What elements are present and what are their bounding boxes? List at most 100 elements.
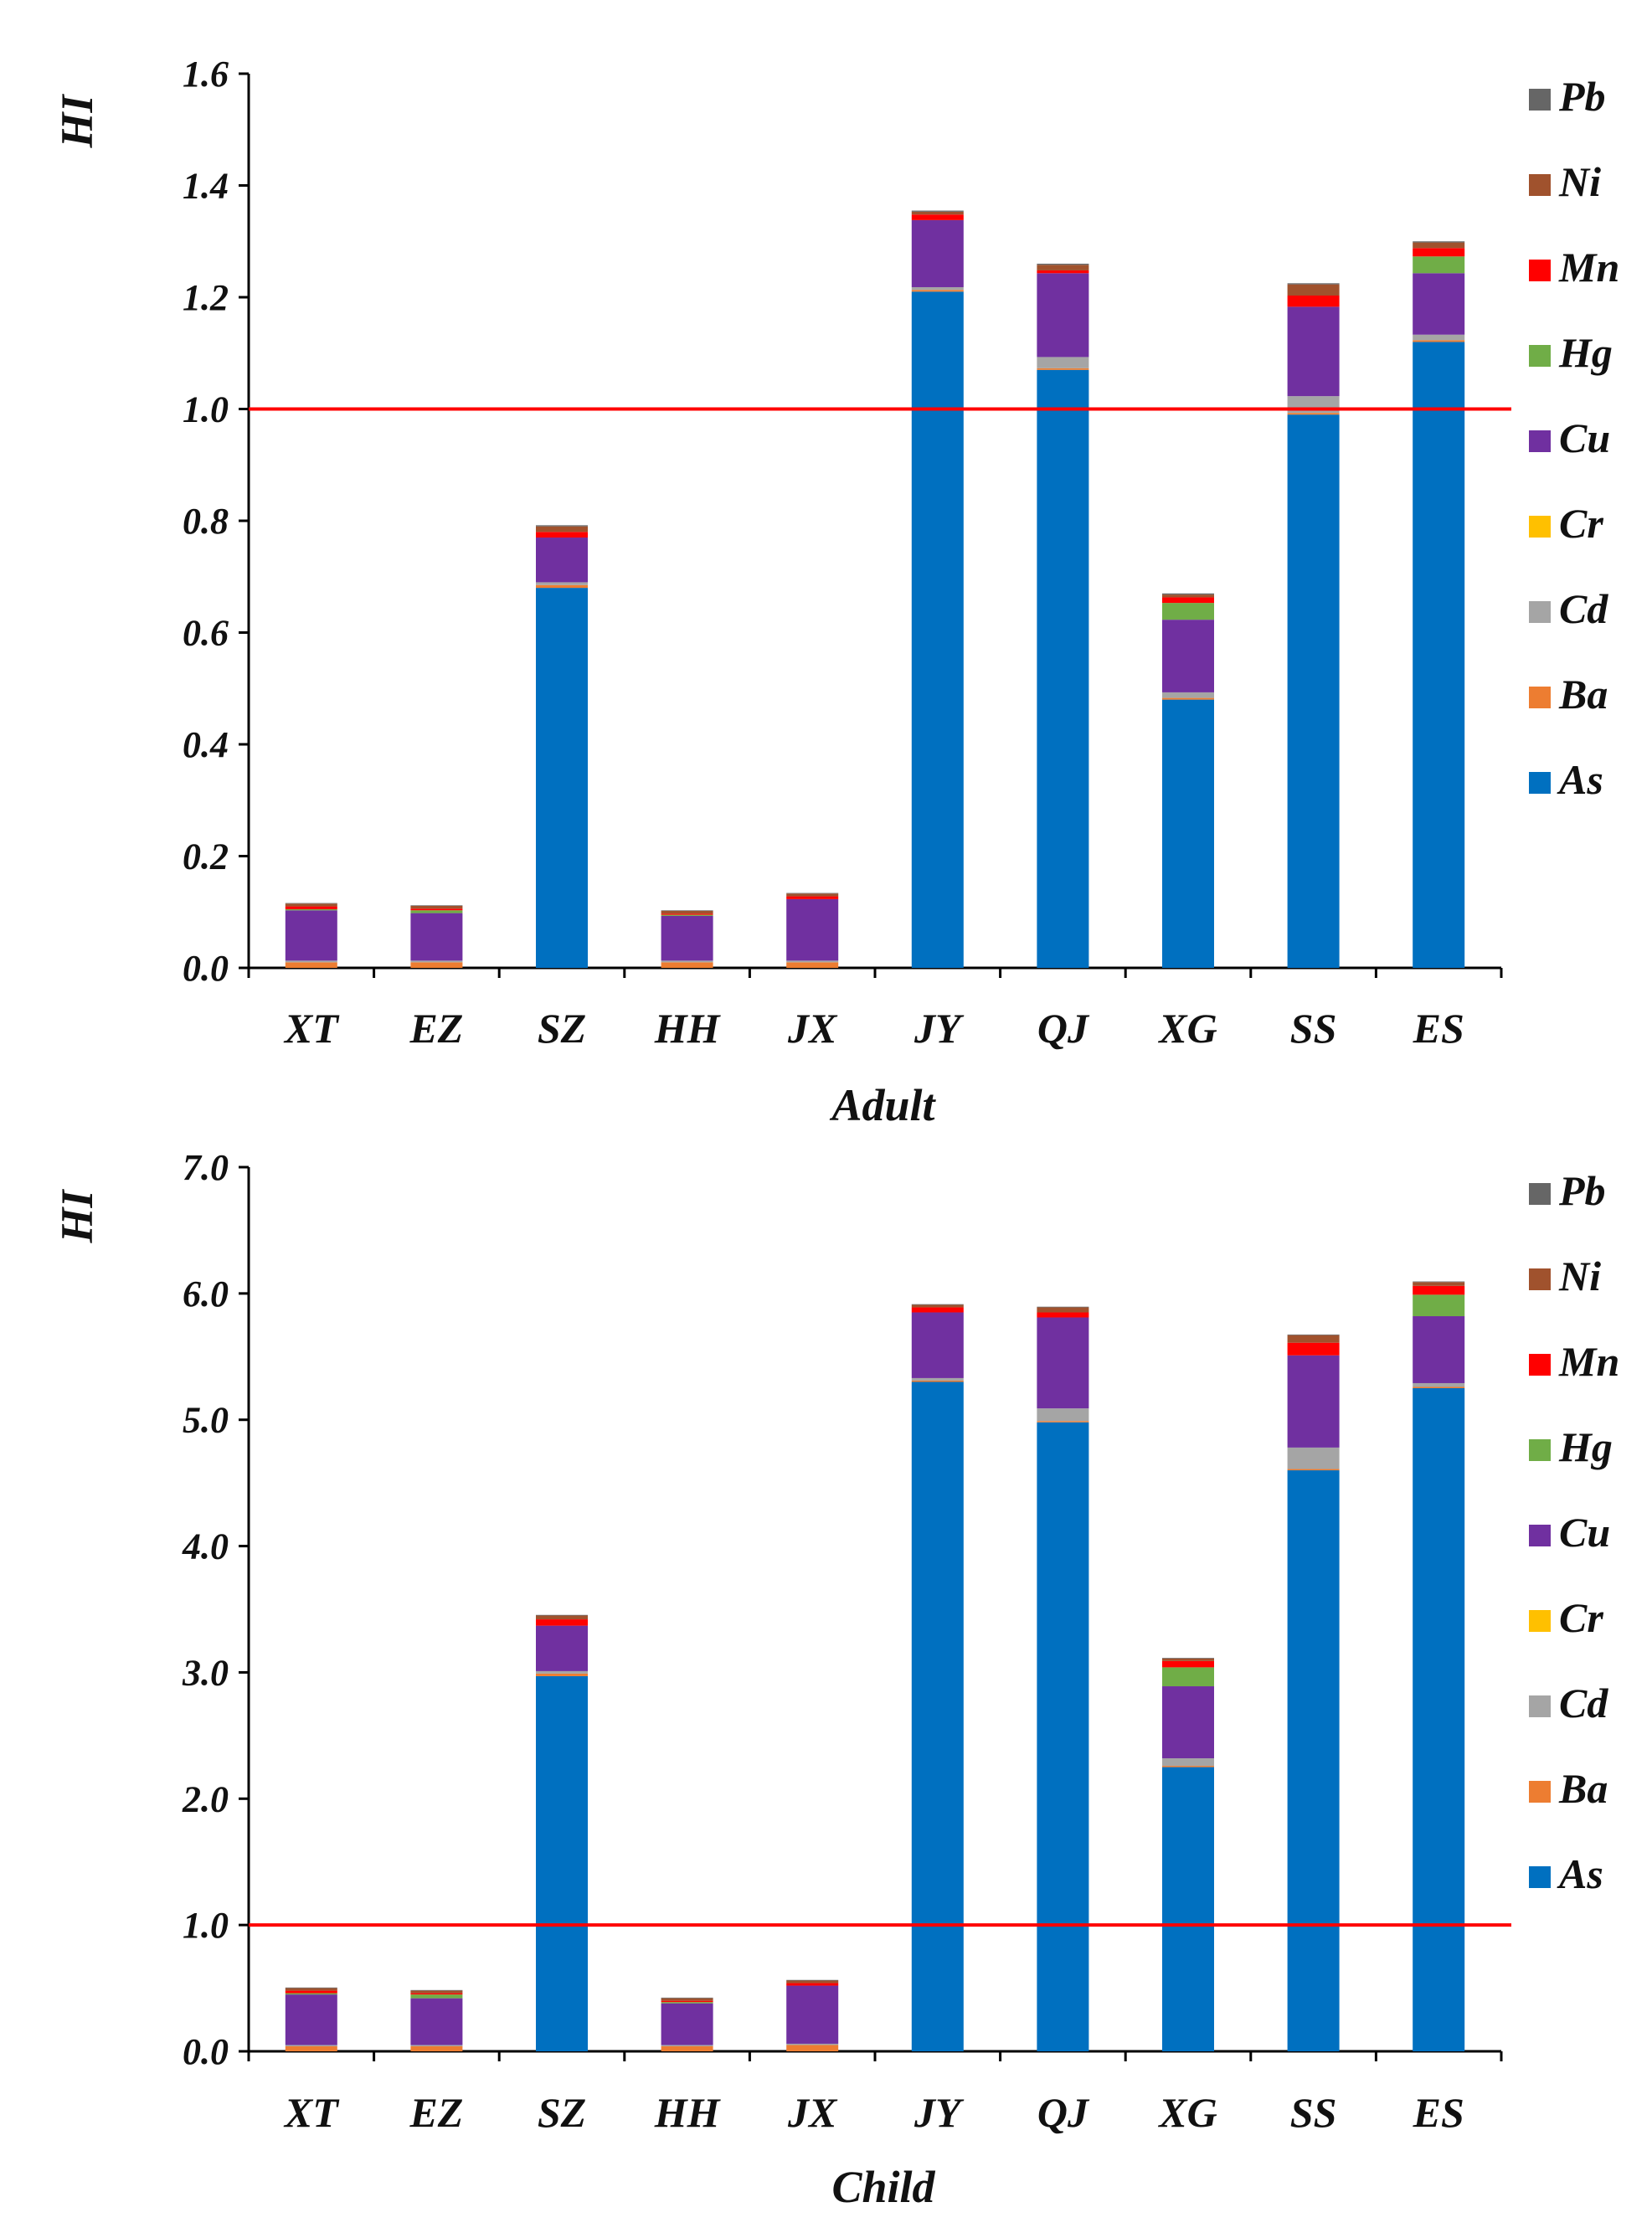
bar-segment-cd-xg bbox=[1162, 1758, 1214, 1767]
y-axis-title: HI bbox=[52, 1189, 102, 1244]
bar-segment-cu-hh bbox=[661, 915, 713, 961]
legend-swatch-hg bbox=[1529, 345, 1551, 367]
y-tick-label: 1.0 bbox=[183, 1905, 229, 1946]
bar-segment-as-qj bbox=[1037, 369, 1089, 968]
bar-segment-cu-ez bbox=[410, 913, 463, 961]
bar-segment-hg-xt bbox=[285, 1993, 337, 1995]
legend-label-ba: Ba bbox=[1558, 671, 1608, 718]
legend-label-ba: Ba bbox=[1558, 1765, 1608, 1812]
bar-segment-mn-jy bbox=[911, 1307, 964, 1313]
bar-segment-cd-xt bbox=[285, 960, 337, 963]
bar-segment-ni-xg bbox=[1162, 1658, 1214, 1661]
legend-label-pb: Pb bbox=[1558, 1167, 1606, 1214]
legend-swatch-ba bbox=[1529, 1781, 1551, 1803]
bar-segment-pb-ez bbox=[410, 905, 463, 906]
bar-segment-ba-ez bbox=[410, 962, 463, 968]
bar-segment-pb-ss bbox=[1287, 283, 1340, 285]
bar-segment-as-ss bbox=[1287, 1470, 1340, 2051]
y-tick-label: 1.0 bbox=[183, 389, 229, 430]
bar-segment-ni-jy bbox=[911, 1304, 964, 1308]
legend-label-hg: Hg bbox=[1558, 329, 1613, 376]
x-category-label: HH bbox=[654, 1005, 722, 1052]
legend-label-cr: Cr bbox=[1559, 1594, 1603, 1641]
legend: Pb Ni Mn Hg Cu Cr Cd Ba As bbox=[1529, 1167, 1619, 1897]
x-category-label: JX bbox=[787, 2089, 838, 2136]
bar-segment-cd-es bbox=[1413, 334, 1465, 341]
bar-segment-ba-jy bbox=[911, 290, 964, 292]
y-tick-label: 0.2 bbox=[183, 836, 229, 877]
y-tick-label: 6.0 bbox=[183, 1273, 229, 1315]
bar-segment-mn-es bbox=[1413, 248, 1465, 257]
bar-segment-pb-jx bbox=[786, 1979, 839, 1981]
bar-segment-hg-ez bbox=[410, 1994, 463, 1999]
y-tick-label: 0.6 bbox=[183, 613, 229, 654]
x-axis-title: Adult bbox=[829, 1080, 936, 1130]
bar-segment-pb-es bbox=[1413, 1281, 1465, 1283]
bar-segment-ba-jy bbox=[911, 1380, 964, 1382]
bar-segment-cu-jy bbox=[911, 219, 964, 287]
bar-segment-cd-jy bbox=[911, 286, 964, 291]
y-tick-label: 0.4 bbox=[183, 724, 229, 765]
bar-segment-cu-jy bbox=[911, 1312, 964, 1378]
legend-swatch-ni bbox=[1529, 174, 1551, 196]
bar-segment-ba-sz bbox=[536, 1673, 588, 1676]
bar-segment-ni-es bbox=[1413, 242, 1465, 249]
bar-segment-mn-qj bbox=[1037, 1312, 1089, 1318]
bar-segment-ni-ez bbox=[410, 1990, 463, 1994]
bar-segment-hg-xg bbox=[1162, 1667, 1214, 1687]
legend: Pb Ni Mn Hg Cu Cr Cd Ba As bbox=[1529, 73, 1619, 803]
bar-segment-mn-sz bbox=[536, 532, 588, 538]
bar-segment-ba-es bbox=[1413, 340, 1465, 342]
y-tick-label: 1.6 bbox=[183, 54, 229, 95]
bar-segment-cu-es bbox=[1413, 1316, 1465, 1383]
bar-segment-pb-es bbox=[1413, 241, 1465, 243]
y-tick-label: 2.0 bbox=[182, 1778, 229, 1819]
bar-segment-cu-xt bbox=[285, 910, 337, 961]
legend-swatch-as bbox=[1529, 1866, 1551, 1888]
bar-segment-cu-hh bbox=[661, 2003, 713, 2045]
bar-segment-hg-es bbox=[1413, 256, 1465, 274]
bar-segment-cu-qj bbox=[1037, 273, 1089, 358]
bar-segment-cd-jy bbox=[911, 1377, 964, 1381]
bar-segment-cd-hh bbox=[661, 960, 713, 963]
bar-segment-cu-ss bbox=[1287, 1355, 1340, 1448]
bar-segment-ni-es bbox=[1413, 1282, 1465, 1286]
x-category-label: SZ bbox=[538, 1005, 586, 1052]
bar-segment-ni-qj bbox=[1037, 1307, 1089, 1313]
bar-segment-cd-xt bbox=[285, 2045, 337, 2046]
bar-segment-cd-es bbox=[1413, 1382, 1465, 1387]
legend-label-hg: Hg bbox=[1558, 1423, 1613, 1470]
bar-segment-ni-hh bbox=[661, 1998, 713, 2001]
bar-segment-mn-hh bbox=[661, 913, 713, 915]
legend-label-pb: Pb bbox=[1558, 73, 1606, 120]
bar-segment-as-xg bbox=[1162, 1767, 1214, 2051]
y-tick-label: 0.0 bbox=[183, 2031, 229, 2072]
bar-segment-cd-ez bbox=[410, 2045, 463, 2046]
legend-swatch-mn bbox=[1529, 1354, 1551, 1376]
bar-segment-cu-ss bbox=[1287, 306, 1340, 397]
bar-segment-ba-ss bbox=[1287, 1469, 1340, 1471]
bar-segment-cu-es bbox=[1413, 273, 1465, 335]
legend-label-mn: Mn bbox=[1558, 1338, 1619, 1385]
legend-label-cd: Cd bbox=[1559, 1680, 1608, 1726]
bar-segment-ni-xg bbox=[1162, 594, 1214, 598]
y-tick-label: 0.8 bbox=[183, 501, 229, 542]
bar-segment-ba-xg bbox=[1162, 1766, 1214, 1767]
legend-swatch-pb bbox=[1529, 89, 1551, 111]
bar-segment-as-jy bbox=[911, 291, 964, 968]
bar-segment-as-es bbox=[1413, 1388, 1465, 2051]
x-category-label: QJ bbox=[1037, 1005, 1090, 1052]
bar-segment-pb-sz bbox=[536, 1614, 588, 1616]
x-category-label: XG bbox=[1157, 2089, 1217, 2136]
bar-segment-cu-sz bbox=[536, 538, 588, 583]
legend-swatch-hg bbox=[1529, 1439, 1551, 1461]
bar-segment-ba-jx bbox=[786, 962, 839, 968]
legend-swatch-pb bbox=[1529, 1183, 1551, 1205]
bar-segment-ba-hh bbox=[661, 962, 713, 968]
x-category-label: XT bbox=[283, 1005, 340, 1052]
bar-segment-ba-ss bbox=[1287, 413, 1340, 415]
bar-segment-ba-xg bbox=[1162, 697, 1214, 700]
legend-label-cu: Cu bbox=[1559, 1509, 1610, 1556]
bar-segment-mn-jx bbox=[786, 1983, 839, 1986]
legend-swatch-cr bbox=[1529, 1610, 1551, 1632]
